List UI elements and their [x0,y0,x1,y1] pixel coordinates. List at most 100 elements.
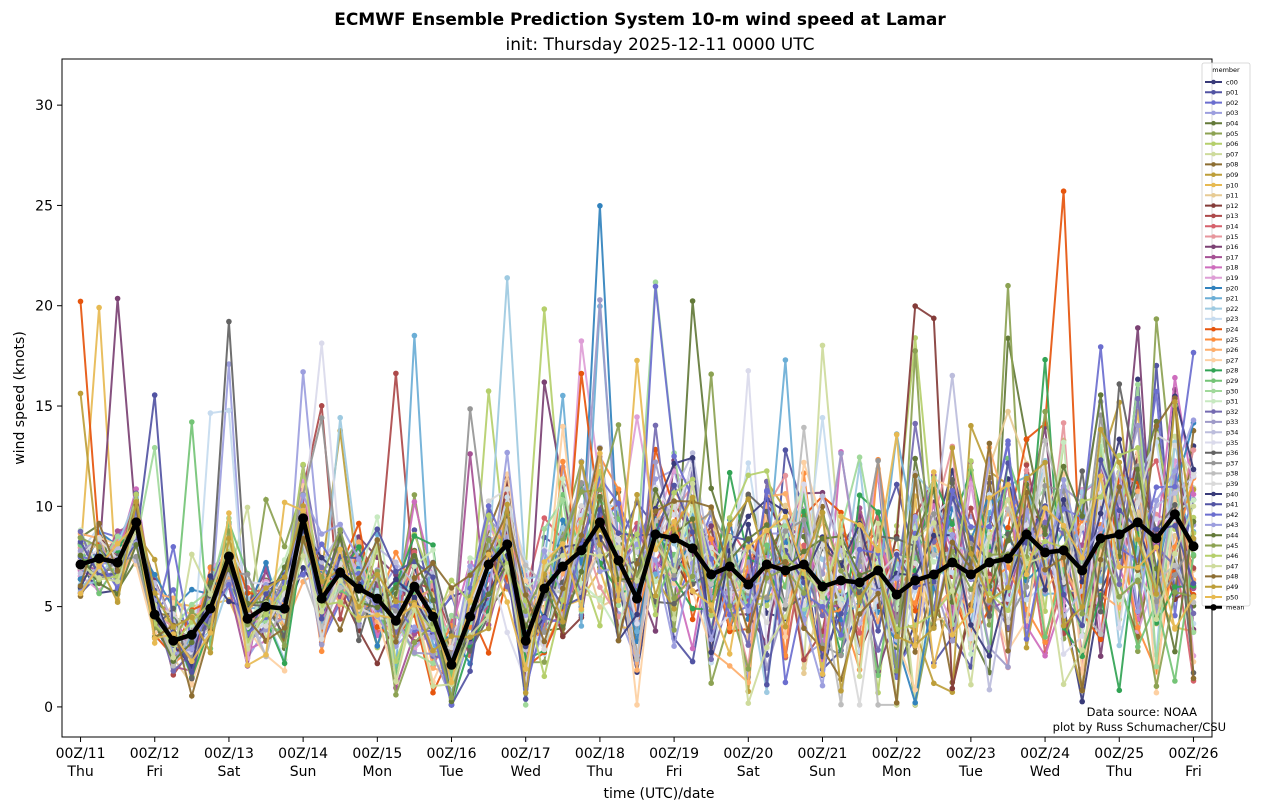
member-point [764,619,770,626]
member-point [912,420,918,427]
y-tick-label: 10 [35,499,53,515]
x-tick-label: 00Z/11 [56,746,106,762]
legend-swatch-marker [1211,357,1216,363]
member-point [634,531,640,537]
member-point [1097,556,1104,563]
legend-swatch-marker [1211,285,1216,291]
member-point [374,624,381,630]
member-point [578,503,585,509]
member-point [708,371,714,378]
member-point [634,656,640,663]
member-point [597,584,603,590]
member-point [689,573,696,580]
member-point [541,646,548,653]
legend-swatch-marker [1210,604,1217,611]
legend-label: p23 [1226,315,1238,323]
mean-point [1021,529,1032,540]
x-tick-label: 00Z/24 [1020,746,1070,762]
member-point [893,633,900,640]
member-point [726,651,733,657]
member-point [597,203,603,209]
legend-swatch-marker [1211,563,1216,569]
mean-point [205,603,216,614]
member-point [912,649,918,655]
member-point [968,586,974,593]
member-point [856,630,863,636]
member-point [1172,584,1178,590]
member-point [968,535,974,541]
member-point [578,338,585,344]
member-point [1060,681,1067,688]
legend-swatch-marker [1211,265,1216,270]
mean-point [632,593,642,604]
member-point [485,503,492,509]
member-point [671,643,677,649]
legend-swatch-marker [1211,193,1216,198]
member-point [1042,483,1048,489]
member-point [819,603,826,610]
member-point [671,453,677,460]
member-point [578,532,585,539]
member-point [1079,468,1085,474]
member-point [1042,356,1048,363]
member-point [485,537,492,543]
member-point [782,623,789,630]
member-point [689,455,696,461]
member-point [931,520,937,526]
member-point [170,544,177,550]
member-point [949,477,956,483]
member-point [1190,497,1197,503]
member-point [745,544,752,550]
mean-point [557,561,568,572]
member-point [801,590,807,596]
legend-label: p05 [1226,130,1238,138]
legend-entry: c00 [1205,78,1238,86]
member-point [949,487,956,494]
member-point [189,601,195,608]
member-point [652,459,659,466]
member-point [652,593,659,599]
member-point [1190,447,1197,453]
member-point [356,556,362,562]
member-point [689,480,696,487]
member-point [560,497,566,503]
member-point [1005,408,1011,415]
member-point [77,298,84,305]
member-point [745,491,752,498]
member-point [207,649,214,656]
member-point [1116,507,1123,514]
member-point [77,583,84,589]
member-point [578,519,585,526]
legend-entry: p13 [1205,212,1238,220]
legend-label: p03 [1226,109,1238,117]
member-point [764,681,770,688]
member-point [1023,571,1030,578]
legend-entry: p19 [1205,274,1238,282]
member-point [578,370,585,377]
member-point [782,508,789,515]
legend-entry: p37 [1205,459,1238,467]
member-point [782,472,789,479]
member-point [708,602,714,608]
member-point [430,574,436,580]
member-point [689,605,696,612]
legend-entry: p38 [1205,470,1238,478]
member-point [207,630,214,636]
mean-point [298,513,309,524]
member-point [931,532,937,539]
member-point [968,622,974,628]
member-point [337,414,344,421]
legend-entry: mean [1205,604,1244,612]
data-source-note: Data source: NOAA [1087,705,1197,719]
member-point [912,348,918,354]
member-point [430,647,436,654]
member-point [1005,537,1011,544]
member-point [77,590,84,597]
member-point [114,533,121,540]
legend-entry: p15 [1205,233,1238,241]
mean-point [669,533,680,544]
member-point [1060,188,1067,194]
member-point [764,542,770,548]
member-point [281,660,288,667]
member-point [356,637,362,644]
